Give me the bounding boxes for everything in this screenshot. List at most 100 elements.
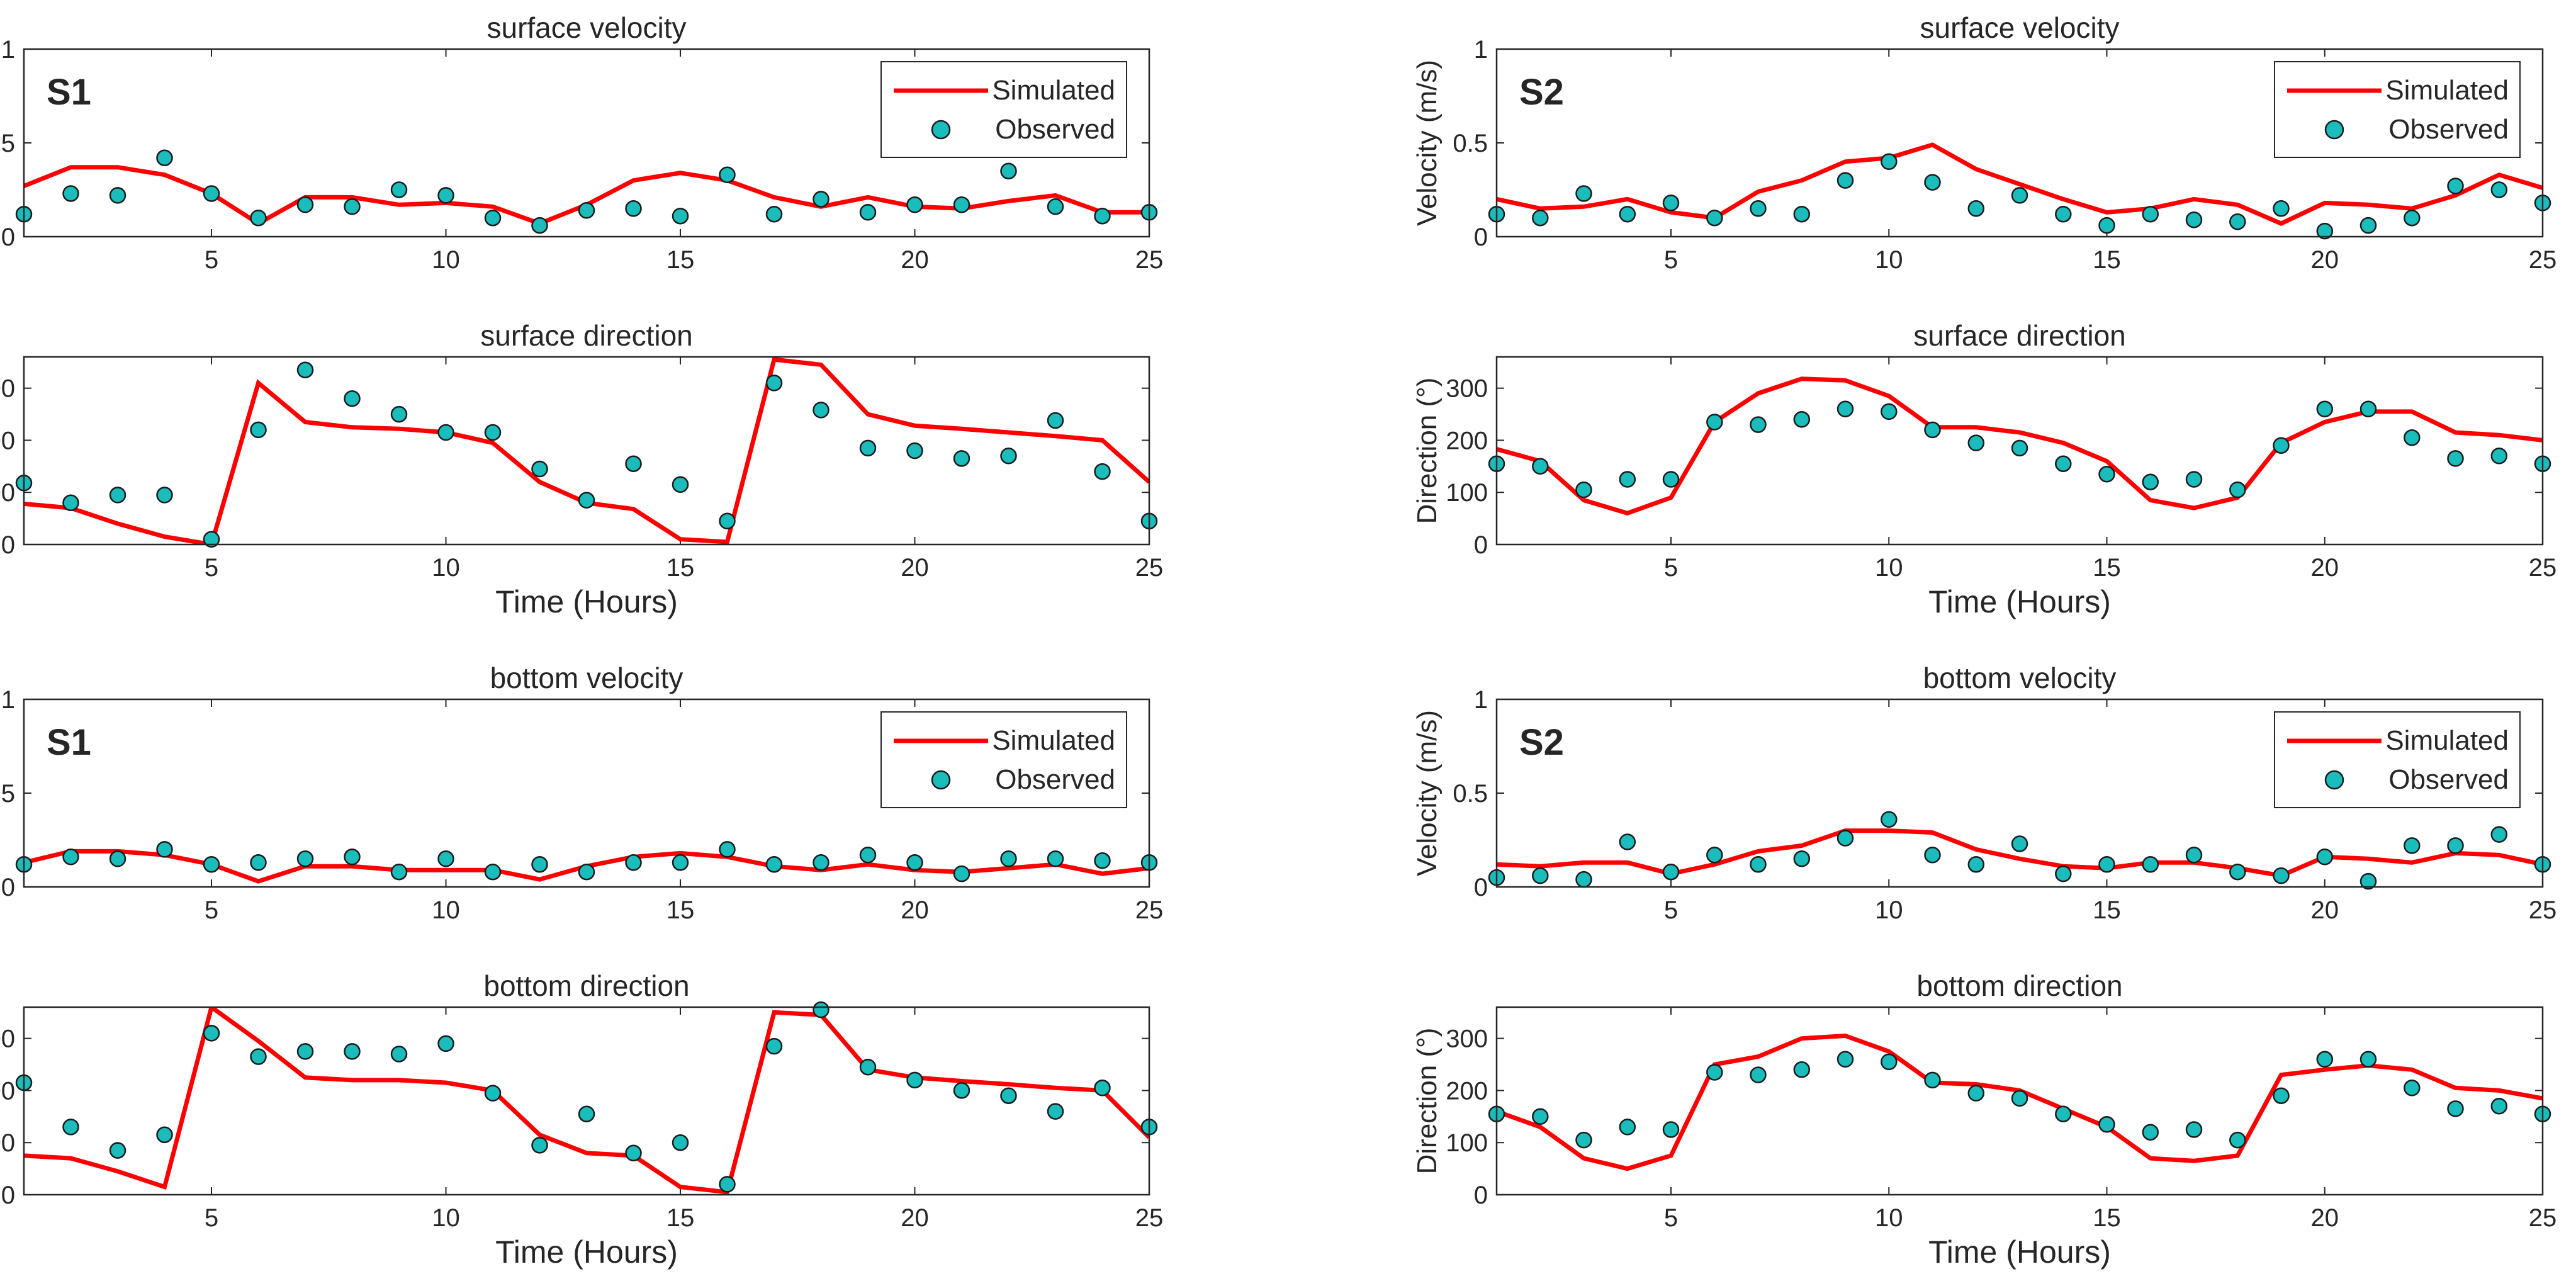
observed-point: [2404, 209, 2421, 227]
legend-simulated-label: Simulated: [992, 725, 1115, 756]
observed-point: [2142, 205, 2159, 223]
observed-point: [484, 209, 502, 227]
chart-title: bottom direction: [483, 969, 689, 1002]
observed-point: [765, 855, 783, 873]
x-tick-label: 25: [2529, 554, 2557, 582]
observed-point: [1750, 1066, 1767, 1083]
observed-point: [156, 841, 173, 858]
observed-point: [2185, 1121, 2203, 1138]
panel-6: bottom velocity Velocity (m/s) 5 10 15 20 25 0 0…: [1412, 662, 2556, 924]
x-tick-label: 20: [901, 896, 929, 924]
observed-point: [390, 181, 408, 198]
observed-point: [531, 460, 548, 478]
observed-point: [1000, 448, 1017, 465]
observed-point: [1793, 1061, 1811, 1078]
observed-point: [250, 421, 267, 439]
observed-point: [1047, 198, 1064, 215]
x-tick-label: 20: [901, 246, 929, 274]
observed-point: [2142, 1124, 2159, 1141]
observed-point: [62, 185, 79, 202]
observed-point: [1924, 1071, 1941, 1089]
observed-point: [578, 863, 595, 881]
x-tick-label: 25: [1135, 246, 1164, 274]
observed-point: [1094, 1080, 1111, 1097]
x-tick-label: 15: [2093, 896, 2121, 924]
observed-point: [531, 855, 548, 873]
observed-point: [1836, 400, 1854, 418]
y-tick-label: 0: [1474, 874, 1488, 901]
y-axis-label: Velocity (m/s): [1412, 60, 1443, 226]
legend-box: [880, 61, 1127, 158]
observed-point: [1094, 463, 1111, 480]
axes-box: [23, 1006, 1150, 1196]
observed-point: [672, 476, 689, 494]
station-label: S1: [47, 722, 91, 763]
legend: Simulated Observed: [2274, 61, 2521, 158]
x-tick-label: 25: [1135, 1204, 1164, 1232]
observed-point: [2055, 455, 2072, 472]
observed-point: [2098, 1116, 2115, 1133]
observed-point: [344, 390, 361, 407]
observed-point: [1532, 209, 1549, 227]
legend-observed-swatch: [931, 770, 951, 790]
x-tick-label: 20: [2311, 896, 2339, 924]
observed-point: [2229, 213, 2246, 230]
observed-point: [1750, 855, 1767, 873]
x-tick-label: 25: [2529, 246, 2557, 274]
legend: Simulated Observed: [2274, 711, 2521, 808]
observed-point: [765, 1037, 783, 1055]
observed-point: [719, 841, 736, 858]
observed-point: [2404, 1080, 2421, 1097]
x-tick-label: 15: [2093, 554, 2121, 582]
observed-points: [1488, 811, 2551, 890]
observed-point: [1881, 811, 1898, 828]
observed-point: [2490, 181, 2508, 198]
chart-title: bottom direction: [1916, 969, 2122, 1002]
station-label: S2: [1519, 72, 1564, 113]
x-tick-label: 10: [432, 554, 460, 582]
observed-point: [2011, 1090, 2028, 1107]
observed-point: [1047, 412, 1064, 429]
observed-point: [1662, 1121, 1680, 1138]
x-axis-label: Time (Hours): [495, 584, 678, 619]
observed-point: [1619, 471, 1636, 488]
legend-simulated-label: Simulated: [992, 75, 1115, 106]
axes-box: [23, 48, 1150, 238]
observed-point: [1662, 195, 1680, 212]
observed-point: [953, 1082, 970, 1099]
observed-point: [2229, 863, 2246, 881]
observed-point: [765, 375, 783, 392]
legend-observed-swatch: [2324, 120, 2344, 140]
observed-point: [2055, 865, 2072, 883]
observed-point: [344, 849, 361, 866]
observed-point: [2142, 473, 2159, 490]
observed-point: [2185, 471, 2203, 488]
observed-points: [1488, 400, 2551, 499]
observed-points: [1488, 153, 2551, 240]
observed-point: [2098, 466, 2115, 483]
y-tick-label: 1: [1474, 686, 1488, 714]
observed-point: [2359, 872, 2377, 890]
axes-box: [1495, 48, 2544, 238]
chart-title: surface direction: [480, 319, 693, 352]
legend-observed-label: Observed: [995, 764, 1115, 795]
observed-point: [813, 854, 830, 871]
observed-point: [813, 402, 830, 419]
x-tick-label: 20: [2311, 1204, 2339, 1232]
legend-box: [880, 711, 1127, 808]
series-group: [1497, 142, 2543, 226]
x-tick-label: 10: [432, 246, 460, 274]
observed-point: [2229, 481, 2246, 499]
legend-observed-label: Observed: [2388, 764, 2509, 795]
observed-point: [906, 854, 923, 871]
observed-point: [250, 209, 267, 227]
observed-point: [390, 863, 408, 881]
y-tick-label: 0.5: [0, 130, 15, 157]
observed-point: [1793, 205, 1811, 223]
observed-point: [109, 1142, 127, 1159]
observed-point: [484, 424, 502, 441]
observed-point: [296, 850, 314, 867]
observed-point: [859, 847, 877, 864]
observed-point: [625, 1144, 642, 1162]
observed-point: [484, 1085, 502, 1102]
